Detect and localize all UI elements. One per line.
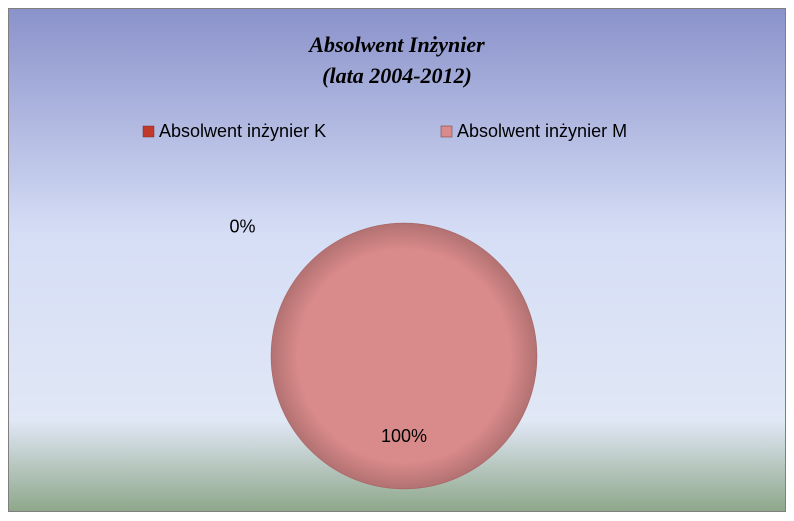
- legend-marker: [142, 125, 155, 138]
- legend: Absolwent inżynier K Absolwent inżynier M: [142, 121, 627, 141]
- chart-title: Absolwent Inżynier: [307, 32, 485, 57]
- data-label: 100%: [381, 426, 427, 446]
- legend-marker: [440, 125, 453, 138]
- pie-slice: [270, 222, 538, 490]
- chart-subtitle: (lata 2004-2012): [322, 63, 472, 88]
- legend-label: Absolwent inżynier M: [457, 121, 627, 141]
- pie: [270, 222, 538, 490]
- data-labels: 0% 100%: [230, 217, 428, 446]
- legend-label: Absolwent inżynier K: [159, 121, 326, 141]
- data-label: 0%: [230, 217, 256, 237]
